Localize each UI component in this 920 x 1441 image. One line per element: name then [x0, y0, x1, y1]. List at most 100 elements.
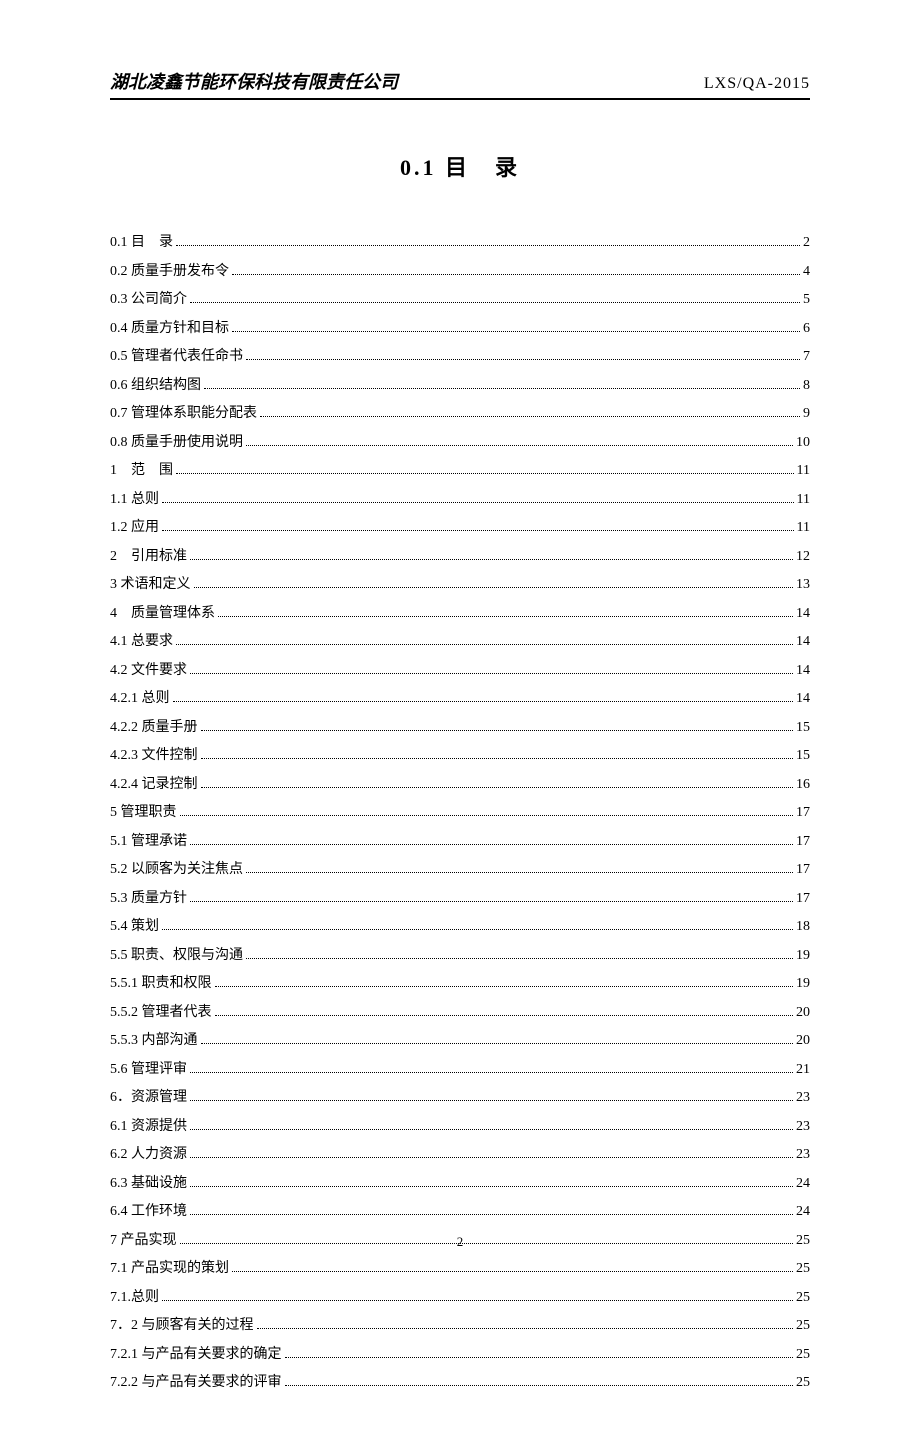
toc-entry-page: 6 [803, 318, 810, 339]
toc-entry-label: 5.3 质量方针 [110, 888, 187, 909]
toc-entry: 0.7 管理体系职能分配表9 [110, 403, 810, 424]
toc-entry: 6.1 资源提供23 [110, 1116, 810, 1137]
toc-entry: 4.2 文件要求 14 [110, 660, 810, 681]
toc-entry-label: 5.5 职责、权限与沟通 [110, 945, 243, 966]
toc-entry-label: 5.1 管理承诺 [110, 831, 187, 852]
toc-dots-leader [194, 587, 794, 588]
document-page: 湖北凌鑫节能环保科技有限责任公司 LXS/QA-2015 0.1 目 录 0.1… [0, 0, 920, 1441]
toc-entry-label: 0.1 目 录 [110, 232, 173, 253]
toc-entry-label: 4.2.1 总则 [110, 688, 170, 709]
toc-entry: 4.2.3 文件控制 15 [110, 745, 810, 766]
toc-entry: 5.5.1 职责和权限19 [110, 973, 810, 994]
toc-entry-label: 4.2 文件要求 [110, 660, 187, 681]
toc-entry: 0.2 质量手册发布令4 [110, 261, 810, 282]
toc-dots-leader [204, 388, 800, 389]
toc-dots-leader [257, 1328, 794, 1329]
toc-entry-label: 6.3 基础设施 [110, 1173, 187, 1194]
toc-dots-leader [232, 274, 800, 275]
toc-entry-label: 0.4 质量方针和目标 [110, 318, 229, 339]
toc-entry: 6．资源管理23 [110, 1087, 810, 1108]
toc-dots-leader [162, 929, 793, 930]
toc-entry: 1 范 围11 [110, 460, 810, 481]
toc-entry-page: 24 [796, 1201, 810, 1222]
toc-entry-page: 20 [796, 1030, 810, 1051]
toc-entry: 4.2.1 总则14 [110, 688, 810, 709]
page-number: 2 [0, 1234, 920, 1250]
toc-entry-label: 5.5.1 职责和权限 [110, 973, 212, 994]
toc-dots-leader [162, 530, 794, 531]
toc-dots-leader [285, 1385, 794, 1386]
toc-entry-label: 6.2 人力资源 [110, 1144, 187, 1165]
toc-entry: 3 术语和定义13 [110, 574, 810, 595]
toc-entry: 4.2.2 质量手册 15 [110, 717, 810, 738]
page-header: 湖北凌鑫节能环保科技有限责任公司 LXS/QA-2015 [110, 68, 810, 100]
toc-entry-page: 11 [797, 517, 810, 538]
toc-entry: 0.1 目 录 2 [110, 232, 810, 253]
toc-entry-label: 1 范 围 [110, 460, 173, 481]
document-code: LXS/QA-2015 [704, 75, 810, 93]
toc-entry-page: 17 [796, 831, 810, 852]
toc-entry-page: 19 [796, 945, 810, 966]
toc-entry-label: 7.2.1 与产品有关要求的确定 [110, 1344, 282, 1365]
toc-dots-leader [190, 302, 800, 303]
toc-dots-leader [201, 787, 794, 788]
toc-entry-label: 4.2.2 质量手册 [110, 717, 198, 738]
toc-entry-label: 0.8 质量手册使用说明 [110, 432, 243, 453]
toc-entry-label: 4 质量管理体系 [110, 603, 215, 624]
toc-dots-leader [162, 502, 794, 503]
toc-entry: 0.3 公司简介5 [110, 289, 810, 310]
toc-dots-leader [246, 872, 793, 873]
toc-dots-leader [190, 559, 793, 560]
toc-entry-label: 0.6 组织结构图 [110, 375, 201, 396]
toc-dots-leader [201, 758, 794, 759]
company-name: 湖北凌鑫节能环保科技有限责任公司 [110, 68, 398, 94]
toc-entry-page: 15 [796, 717, 810, 738]
toc-entry: 7.2.1 与产品有关要求的确定25 [110, 1344, 810, 1365]
toc-dots-leader [215, 1015, 794, 1016]
toc-entry-page: 8 [803, 375, 810, 396]
toc-entry-page: 25 [796, 1315, 810, 1336]
toc-entry: 4 质量管理体系14 [110, 603, 810, 624]
toc-entry: 4.2.4 记录控制16 [110, 774, 810, 795]
toc-dots-leader [285, 1357, 794, 1358]
toc-entry: 5 管理职责17 [110, 802, 810, 823]
toc-dots-leader [260, 416, 800, 417]
toc-entry: 1.2 应用11 [110, 517, 810, 538]
toc-entry-page: 10 [796, 432, 810, 453]
toc-dots-leader [190, 1157, 793, 1158]
toc-dots-leader [180, 815, 794, 816]
toc-entry-page: 15 [796, 745, 810, 766]
toc-dots-leader [176, 245, 800, 246]
toc-entry-page: 2 [803, 232, 810, 253]
toc-dots-leader [190, 1129, 793, 1130]
toc-dots-leader [246, 445, 793, 446]
toc-dots-leader [232, 331, 800, 332]
toc-entry-page: 25 [796, 1372, 810, 1393]
toc-entry-label: 4.2.3 文件控制 [110, 745, 198, 766]
toc-entry-label: 7．2 与顾客有关的过程 [110, 1315, 254, 1336]
toc-entry-page: 23 [796, 1087, 810, 1108]
toc-entry: 1.1 总则11 [110, 489, 810, 510]
toc-entry-page: 17 [796, 888, 810, 909]
toc-dots-leader [215, 986, 794, 987]
toc-entry-page: 17 [796, 802, 810, 823]
toc-entry: 0.4 质量方针和目标 6 [110, 318, 810, 339]
toc-entry-label: 6.4 工作环境 [110, 1201, 187, 1222]
toc-entry-page: 23 [796, 1144, 810, 1165]
toc-dots-leader [190, 844, 793, 845]
toc-dots-leader [176, 473, 794, 474]
toc-dots-leader [162, 1300, 793, 1301]
toc-dots-leader [246, 359, 800, 360]
toc-entry-page: 11 [797, 489, 810, 510]
toc-entry-page: 21 [796, 1059, 810, 1080]
toc-title: 0.1 目 录 [110, 150, 810, 182]
toc-dots-leader [232, 1271, 793, 1272]
toc-entry-label: 7.1 产品实现的策划 [110, 1258, 229, 1279]
toc-entry-label: 0.3 公司简介 [110, 289, 187, 310]
toc-entry-page: 14 [796, 660, 810, 681]
toc-dots-leader [176, 644, 793, 645]
toc-dots-leader [190, 1100, 793, 1101]
toc-entry: 5.3 质量方针 17 [110, 888, 810, 909]
toc-entry: 5.5.2 管理者代表20 [110, 1002, 810, 1023]
toc-entry-label: 0.7 管理体系职能分配表 [110, 403, 257, 424]
